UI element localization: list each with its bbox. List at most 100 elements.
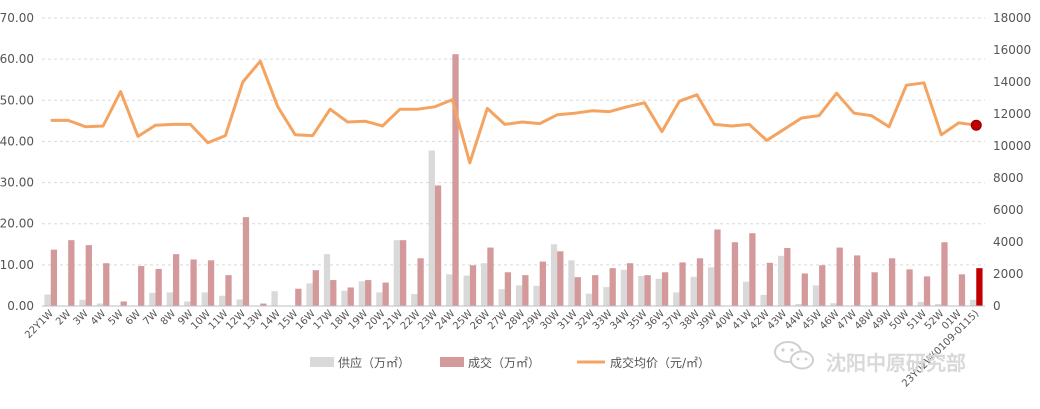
supply-bar xyxy=(411,294,418,306)
deal-bar xyxy=(819,265,826,306)
deal-bar xyxy=(539,261,546,306)
supply-bar xyxy=(620,269,628,306)
supply-bar xyxy=(201,292,208,306)
deal-bar xyxy=(609,268,616,306)
bar-series xyxy=(44,54,983,306)
deal-bar xyxy=(661,272,669,306)
deal-bar xyxy=(801,273,808,306)
legend-label: 成交（万㎡） xyxy=(468,355,540,370)
y-left-tick-label: 60.00 xyxy=(0,52,34,66)
supply-bar xyxy=(935,303,942,306)
supply-bar xyxy=(603,287,610,306)
legend-label: 供应（万㎡） xyxy=(338,355,410,370)
supply-bar xyxy=(341,290,348,306)
deal-bar xyxy=(138,266,145,306)
y-right-tick-label: 10000 xyxy=(993,139,1031,153)
y-right-tick-label: 12000 xyxy=(993,107,1031,121)
deal-bar xyxy=(627,263,634,306)
supply-bar xyxy=(690,276,697,306)
legend-item-price: 成交均价（元/㎡） xyxy=(577,355,710,370)
supply-bar xyxy=(149,292,156,306)
y-right-tick-label: 8000 xyxy=(993,171,1024,185)
supply-bar xyxy=(428,150,435,306)
deal-bar xyxy=(155,268,162,306)
supply-bar xyxy=(777,255,785,306)
deal-bar xyxy=(644,275,651,306)
legend-swatch xyxy=(440,357,464,367)
supply-bar xyxy=(708,267,715,306)
y-right-tick-label: 6000 xyxy=(993,203,1024,217)
x-tick-label: 2W xyxy=(54,308,73,327)
deal-bar xyxy=(365,280,372,306)
deal-bar xyxy=(295,288,302,306)
deal-bar xyxy=(731,242,739,306)
deal-bar xyxy=(242,217,250,306)
legend-item-supply: 供应（万㎡） xyxy=(310,355,410,370)
deal-bar xyxy=(469,265,477,306)
legend-swatch xyxy=(310,357,334,367)
y-left-tick-label: 20.00 xyxy=(0,217,34,231)
y-right-tick-label: 16000 xyxy=(993,43,1031,57)
supply-bar xyxy=(306,283,313,306)
x-tick-label: 5W xyxy=(106,308,125,327)
deal-bar xyxy=(714,229,721,306)
deal-bar xyxy=(906,269,913,306)
supply-bar xyxy=(830,303,837,306)
supply-bar xyxy=(812,285,820,306)
deal-bar xyxy=(557,251,564,306)
supply-bar xyxy=(742,281,750,306)
deal-bar xyxy=(434,185,442,306)
supply-bar xyxy=(393,240,400,306)
deal-bar xyxy=(574,277,581,306)
deal-bar xyxy=(958,274,966,306)
y-right-tick-label: 0 xyxy=(993,299,1001,313)
y-right-tick-label: 14000 xyxy=(993,75,1031,89)
supply-bar xyxy=(463,275,470,306)
deal-bar xyxy=(836,247,843,306)
y-left-tick-label: 10.00 xyxy=(0,258,34,272)
supply-bar xyxy=(79,299,86,306)
y-left-tick-label: 0.00 xyxy=(7,299,34,313)
supply-bar xyxy=(219,295,226,306)
deal-bar xyxy=(207,260,215,306)
deal-bar xyxy=(522,275,529,306)
deal-bar xyxy=(592,275,599,306)
deal-bar xyxy=(679,262,686,306)
legend: 供应（万㎡） 成交（万㎡） 成交均价（元/㎡） xyxy=(310,355,710,370)
legend-item-deal: 成交（万㎡） xyxy=(440,355,540,370)
deal-bar xyxy=(399,240,407,306)
supply-bar xyxy=(358,281,366,306)
x-tick-label: 4W xyxy=(89,308,108,327)
x-tick-label: 6W xyxy=(124,308,143,327)
deal-bar xyxy=(50,249,58,306)
deal-bar xyxy=(260,303,267,306)
deal-bar xyxy=(172,254,180,306)
supply-bar xyxy=(376,292,383,306)
deal-bar xyxy=(854,255,861,306)
legend-label: 成交均价（元/㎡） xyxy=(610,355,710,370)
deal-bar xyxy=(941,242,948,306)
supply-bar xyxy=(236,299,243,306)
y-left-tick-label: 50.00 xyxy=(0,93,34,107)
y-right-tick-label: 18000 xyxy=(993,11,1031,25)
deal-bar xyxy=(68,240,75,306)
gridlines xyxy=(42,17,985,266)
y-left-tick-label: 40.00 xyxy=(0,134,34,148)
watermark-text: 沈阳中原研究部 xyxy=(826,351,966,375)
price-line xyxy=(50,59,977,165)
supply-bar xyxy=(638,275,645,306)
deal-bar xyxy=(504,272,512,306)
supply-bar xyxy=(568,260,575,306)
y-left-tick-label: 70.00 xyxy=(0,11,34,25)
deal-bar xyxy=(120,301,127,306)
deal-bar xyxy=(749,233,756,306)
supply-bar xyxy=(446,274,453,306)
deal-bar xyxy=(85,245,92,306)
deal-bar xyxy=(487,247,494,306)
wechat-icon xyxy=(774,341,814,370)
supply-bar xyxy=(533,285,540,306)
watermark: 沈阳中原研究部 xyxy=(774,341,966,375)
supply-bar xyxy=(969,299,977,306)
supply-bar xyxy=(550,244,558,306)
supply-bar xyxy=(481,263,488,306)
